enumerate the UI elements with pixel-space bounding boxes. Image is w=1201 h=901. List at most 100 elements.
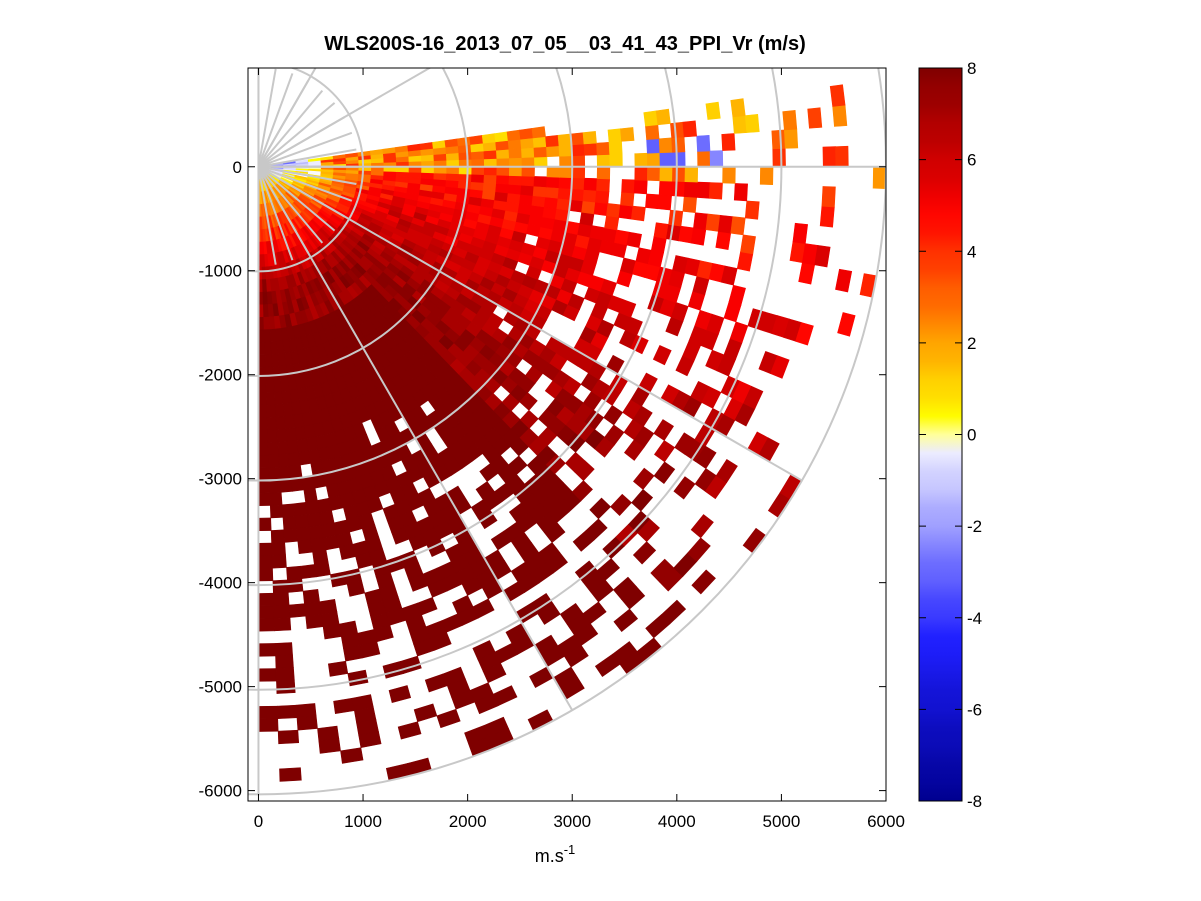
data-cell (270, 529, 286, 544)
data-cell (279, 767, 302, 782)
data-cell (496, 166, 510, 176)
grid-spoke-minor (257, 73, 294, 168)
data-cell (533, 176, 548, 188)
data-cell (258, 668, 277, 682)
data-cell (709, 150, 724, 168)
data-cell (705, 101, 721, 120)
data-cell (507, 138, 522, 150)
data-cell (507, 183, 522, 195)
data-cell (509, 157, 523, 168)
data-cell (570, 132, 585, 146)
data-cell (258, 392, 268, 406)
data-cell (596, 558, 621, 581)
data-cell (266, 391, 276, 406)
data-cell (546, 166, 560, 178)
data-cell (634, 166, 648, 181)
data-cell (582, 601, 607, 625)
data-cell (581, 200, 596, 215)
data-cell (571, 177, 585, 190)
data-cell (281, 503, 296, 518)
data-cell (258, 567, 274, 582)
data-cell (273, 592, 290, 607)
data-cell (294, 514, 310, 530)
data-cell (534, 156, 548, 168)
data-cell (519, 128, 534, 140)
y-tick-label: -3000 (199, 470, 242, 489)
grid-spoke-minor (257, 68, 277, 167)
grid-spoke-minor (257, 102, 336, 168)
data-cell (492, 685, 518, 707)
data-cell (653, 222, 669, 240)
data-cell (835, 145, 849, 168)
data-cell (276, 704, 298, 719)
data-cell (837, 312, 856, 337)
data-cell (521, 175, 535, 187)
colorbar-tick-label: 2 (967, 334, 976, 353)
data-cell (715, 231, 732, 250)
data-cell (432, 140, 447, 149)
data-cell (658, 137, 673, 154)
data-cell (607, 128, 622, 143)
data-cell (606, 203, 621, 218)
data-cell (506, 192, 521, 204)
data-cell (634, 152, 648, 168)
data-cell (543, 522, 566, 544)
data-cell (829, 84, 846, 107)
data-cell (258, 442, 269, 456)
data-cell (519, 392, 538, 411)
x-tick-label: 4000 (658, 812, 696, 831)
data-cell (759, 166, 774, 186)
data-cell (646, 138, 661, 154)
data-cell (705, 213, 721, 232)
data-cell (395, 171, 410, 178)
y-tick-label: -5000 (199, 678, 242, 697)
y-axis-ticks: 0 -1000 -2000 -3000 -4000 -5000 -6000 (199, 158, 886, 801)
data-cell (278, 453, 291, 468)
data-cell (258, 379, 267, 393)
data-cell (445, 179, 460, 189)
data-cell (481, 190, 496, 201)
data-cell (445, 173, 460, 182)
data-cell (672, 151, 686, 168)
data-cell (659, 152, 673, 168)
colorbar-tick-label: 4 (967, 242, 976, 261)
x-axis-label: m.s-1 (535, 842, 576, 866)
data-cell (310, 537, 327, 553)
data-cell (470, 181, 485, 191)
data-cell (658, 180, 673, 196)
data-cell (521, 166, 535, 177)
data-cell (296, 526, 312, 542)
data-cell (416, 596, 438, 616)
data-cell (743, 385, 764, 410)
data-cell (596, 166, 611, 180)
data-cell (264, 341, 272, 356)
data-cell (730, 98, 746, 118)
x-tick-label: 5000 (762, 812, 800, 831)
data-cell (783, 128, 799, 149)
data-cell (271, 554, 287, 569)
data-cell (265, 366, 274, 381)
data-cell (558, 176, 573, 189)
data-cell (481, 133, 496, 144)
data-cell (770, 355, 790, 379)
data-cell (258, 605, 275, 619)
data-cell (265, 379, 275, 393)
data-cell (496, 148, 510, 159)
data-cell (872, 166, 886, 189)
data-cell (303, 487, 318, 503)
data-cell (370, 170, 385, 176)
data-cell (821, 186, 836, 208)
x-axis-label-superscript: -1 (564, 842, 576, 857)
x-tick-label: 1000 (344, 812, 382, 831)
data-cell (258, 542, 273, 557)
data-cell (275, 416, 287, 431)
data-cell (494, 191, 509, 203)
data-cell (483, 174, 498, 184)
data-cell (670, 121, 685, 139)
data-cell (446, 159, 460, 168)
data-cell (458, 159, 473, 168)
data-cell (314, 561, 331, 578)
x-tick-label: 0 (254, 812, 263, 831)
data-cell (457, 180, 472, 190)
data-cell (637, 519, 660, 543)
